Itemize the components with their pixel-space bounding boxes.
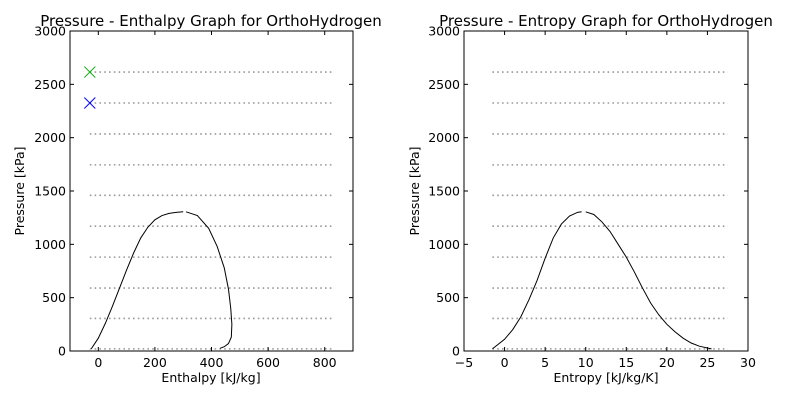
x-tick-label: 20 bbox=[659, 355, 675, 370]
pressure-enthalpy-chart: Pressure - Enthalpy Graph for OrthoHydro… bbox=[12, 12, 382, 385]
x-axis-label: Enthalpy [kJ/kg] bbox=[161, 370, 260, 385]
saturated-vapor-line bbox=[585, 211, 712, 350]
x-axis-label: Entropy [kJ/kg/K] bbox=[553, 370, 658, 385]
y-tick-label: 0 bbox=[58, 344, 66, 359]
y-tick-label: 500 bbox=[42, 290, 66, 305]
saturation-curves bbox=[90, 211, 233, 350]
y-tick-label: 1000 bbox=[428, 237, 460, 252]
y-tick-label: 1000 bbox=[34, 237, 66, 252]
y-tick-label: 2000 bbox=[428, 130, 460, 145]
x-tick-label: 5 bbox=[541, 355, 549, 370]
saturated-vapor-line bbox=[185, 211, 233, 349]
x-tick-label: 30 bbox=[740, 355, 756, 370]
x-tick-label: 200 bbox=[143, 355, 167, 370]
y-tick-label: 2500 bbox=[34, 77, 66, 92]
x-tick-label: 15 bbox=[618, 355, 634, 370]
x-tick-label: 800 bbox=[313, 355, 337, 370]
y-tick-label: 3000 bbox=[428, 24, 460, 39]
x-tick-label: 0 bbox=[501, 355, 509, 370]
y-tick-label: 1500 bbox=[428, 184, 460, 199]
saturated-liquid-line bbox=[90, 211, 184, 350]
state-marker bbox=[83, 66, 96, 78]
x-tick-label: 10 bbox=[578, 355, 594, 370]
y-tick-label: 2000 bbox=[34, 130, 66, 145]
y-tick-label: 1500 bbox=[34, 184, 66, 199]
x-tick-label: 400 bbox=[200, 355, 224, 370]
marker-stroke bbox=[83, 66, 96, 78]
x-tick-label: 600 bbox=[256, 355, 280, 370]
y-tick-label: 500 bbox=[436, 290, 460, 305]
chart-title: Pressure - Enthalpy Graph for OrthoHydro… bbox=[40, 12, 382, 30]
pressure-entropy-chart: Pressure - Entropy Graph for OrthoHydrog… bbox=[407, 12, 773, 385]
saturated-liquid-line bbox=[492, 211, 582, 350]
axis-ticks: 0 200 400 600 800 0 500 1000 1500 2000 2500 3000 bbox=[34, 24, 353, 370]
isobar-lines bbox=[89, 71, 332, 350]
saturation-curves bbox=[492, 211, 712, 350]
isobar-lines bbox=[492, 71, 728, 350]
y-tick-label: 0 bbox=[452, 344, 460, 359]
y-tick-label: 3000 bbox=[34, 24, 66, 39]
x-tick-label: 25 bbox=[699, 355, 715, 370]
state-markers bbox=[83, 66, 96, 109]
x-tick-label: −5 bbox=[455, 355, 473, 370]
x-tick-label: 0 bbox=[94, 355, 102, 370]
y-axis-label: Pressure [kPa] bbox=[12, 147, 27, 236]
y-axis-label: Pressure [kPa] bbox=[407, 147, 422, 236]
y-tick-label: 2500 bbox=[428, 77, 460, 92]
marker-stroke bbox=[83, 97, 96, 109]
chart-title: Pressure - Entropy Graph for OrthoHydrog… bbox=[439, 12, 773, 30]
state-marker bbox=[83, 97, 96, 109]
